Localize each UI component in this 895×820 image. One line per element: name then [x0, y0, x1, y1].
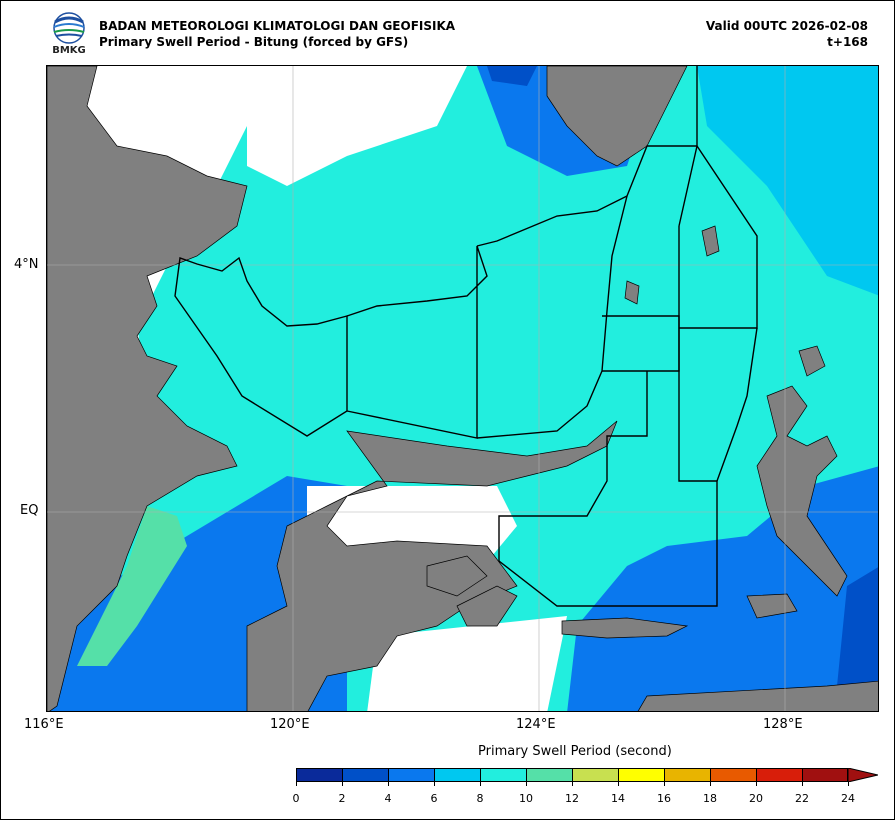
- colorbar-tick-label: 20: [749, 792, 763, 805]
- colorbar-segment: [710, 768, 756, 782]
- colorbar-segment: [480, 768, 526, 782]
- no-data-north: [247, 66, 467, 186]
- colorbar-extend-arrow-icon: [848, 768, 878, 782]
- sea-zone-2-4-north: [487, 66, 537, 86]
- colorbar-segment: [342, 768, 388, 782]
- colorbar-title: Primary Swell Period (second): [478, 744, 672, 759]
- colorbar-tick-mark: [526, 782, 527, 786]
- lon-tick-116: 116°E: [24, 717, 64, 732]
- land-talaud: [624, 280, 640, 305]
- land-seram-north: [637, 680, 878, 711]
- colorbar: [296, 768, 848, 782]
- land-halmahera: [756, 385, 848, 597]
- colorbar-tick-mark: [664, 782, 665, 786]
- colorbar-segment: [434, 768, 480, 782]
- bmkg-logo-icon: [53, 12, 85, 44]
- colorbar-segment: [664, 768, 710, 782]
- colorbar-tick-label: 22: [795, 792, 809, 805]
- lon-tick-124: 124°E: [516, 717, 556, 732]
- colorbar-tick-mark: [388, 782, 389, 786]
- graticule: [47, 66, 878, 711]
- lon-tick-128: 128°E: [763, 717, 803, 732]
- colorbar-tick-label: 2: [338, 792, 346, 805]
- colorbar-tick-mark: [296, 782, 297, 786]
- map-canvas: [47, 66, 878, 711]
- agency-title: BADAN METEOROLOGI KLIMATOLOGI DAN GEOFIS…: [99, 19, 456, 33]
- land-north-luzon-mindanao: [546, 66, 688, 167]
- colorbar-segment: [802, 768, 848, 782]
- colorbar-tick-label: 24: [841, 792, 855, 805]
- lat-tick-eq: EQ: [20, 503, 39, 518]
- colorbar-tick-mark: [802, 782, 803, 786]
- land-sangihe: [701, 225, 720, 257]
- colorbar-tick-label: 18: [703, 792, 717, 805]
- land-sulawesi-east: [426, 555, 488, 597]
- colorbar-tick-mark: [342, 782, 343, 786]
- colorbar-tick-label: 16: [657, 792, 671, 805]
- colorbar-tick-label: 14: [611, 792, 625, 805]
- colorbar-segment: [618, 768, 664, 782]
- colorbar-tick-mark: [434, 782, 435, 786]
- lon-tick-120: 120°E: [270, 717, 310, 732]
- land-obi: [746, 593, 798, 619]
- land-banggai: [456, 585, 518, 627]
- sea-zone-6-8-east: [697, 66, 878, 296]
- valid-time: Valid 00UTC 2026-02-08: [705, 19, 868, 33]
- colorbar-tick-mark: [756, 782, 757, 786]
- colorbar-segment: [526, 768, 572, 782]
- colorbar-segment: [388, 768, 434, 782]
- colorbar-tick-label: 0: [292, 792, 300, 805]
- land-borneo: [47, 66, 248, 711]
- no-data-south: [367, 616, 567, 711]
- colorbar-tick-label: 6: [430, 792, 438, 805]
- colorbar-tick-mark: [618, 782, 619, 786]
- sea-zone-10-12-sw: [77, 506, 187, 666]
- land-sula-islands: [561, 617, 689, 639]
- colorbar-tick-mark: [480, 782, 481, 786]
- colorbar-tick-mark: [848, 782, 849, 786]
- swell-period-map: [46, 65, 879, 712]
- colorbar-segment: [296, 768, 342, 782]
- map-subtitle: Primary Swell Period - Bitung (forced by…: [99, 35, 409, 49]
- colorbar-tick-label: 8: [476, 792, 484, 805]
- sea-zone-2-4-east: [837, 567, 878, 706]
- lat-tick-4n: 4°N: [14, 257, 39, 272]
- colorbar-tick-label: 12: [565, 792, 579, 805]
- colorbar-segment: [756, 768, 802, 782]
- colorbar-tick-mark: [710, 782, 711, 786]
- land-morotai: [798, 345, 826, 377]
- colorbar-segment: [572, 768, 618, 782]
- forecast-zone-boundaries: [174, 66, 758, 607]
- colorbar-tick-mark: [572, 782, 573, 786]
- forecast-lead: t+168: [827, 35, 868, 49]
- logo-text: BMKG: [52, 45, 86, 56]
- colorbar-tick-label: 10: [519, 792, 533, 805]
- colorbar-tick-label: 4: [384, 792, 392, 805]
